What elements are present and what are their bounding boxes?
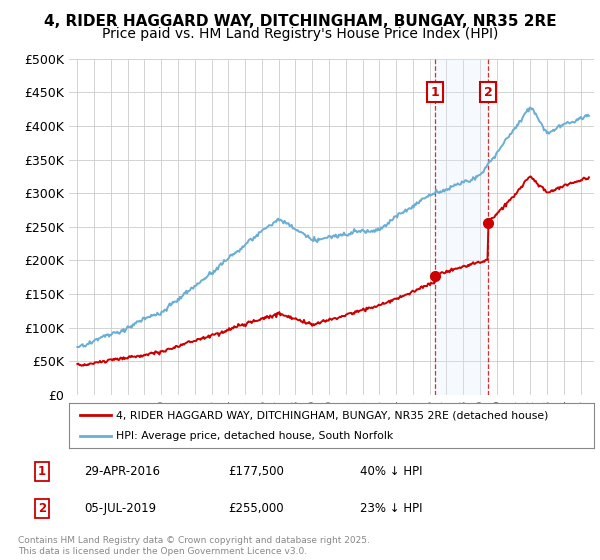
Text: 2: 2 bbox=[484, 86, 493, 99]
Text: 1: 1 bbox=[38, 465, 46, 478]
Text: 40% ↓ HPI: 40% ↓ HPI bbox=[360, 465, 422, 478]
Text: HPI: Average price, detached house, South Norfolk: HPI: Average price, detached house, Sout… bbox=[116, 431, 394, 441]
Text: Price paid vs. HM Land Registry's House Price Index (HPI): Price paid vs. HM Land Registry's House … bbox=[102, 27, 498, 41]
Text: 2: 2 bbox=[38, 502, 46, 515]
Text: 4, RIDER HAGGARD WAY, DITCHINGHAM, BUNGAY, NR35 2RE (detached house): 4, RIDER HAGGARD WAY, DITCHINGHAM, BUNGA… bbox=[116, 410, 548, 421]
Text: 4, RIDER HAGGARD WAY, DITCHINGHAM, BUNGAY, NR35 2RE: 4, RIDER HAGGARD WAY, DITCHINGHAM, BUNGA… bbox=[44, 14, 556, 29]
Text: Contains HM Land Registry data © Crown copyright and database right 2025.
This d: Contains HM Land Registry data © Crown c… bbox=[18, 536, 370, 556]
Bar bbox=[435, 59, 488, 395]
Text: 05-JUL-2019: 05-JUL-2019 bbox=[84, 502, 156, 515]
Text: 23% ↓ HPI: 23% ↓ HPI bbox=[360, 502, 422, 515]
Text: 29-APR-2016: 29-APR-2016 bbox=[84, 465, 160, 478]
Text: 1: 1 bbox=[431, 86, 440, 99]
Text: £255,000: £255,000 bbox=[228, 502, 284, 515]
Text: £177,500: £177,500 bbox=[228, 465, 284, 478]
